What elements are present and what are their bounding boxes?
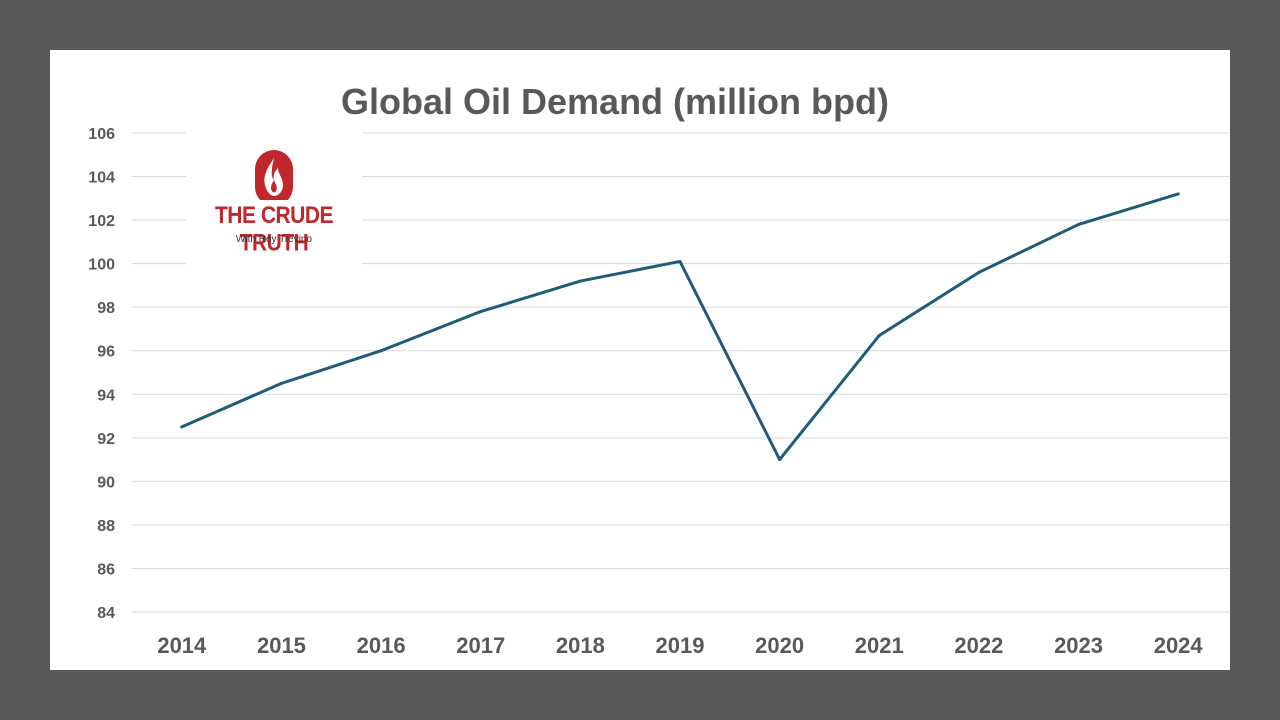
x-tick-label: 2024 [1154,633,1204,658]
y-tick-label: 94 [97,387,115,404]
data-point [877,333,881,337]
x-tick-label: 2022 [954,633,1003,658]
data-point [977,270,981,274]
x-tick-label: 2023 [1054,633,1103,658]
x-tick-label: 2017 [456,633,505,658]
y-tick-label: 104 [88,170,115,187]
data-point [279,381,283,385]
x-axis: 2014 2015 2016 2017 2018 2019 2020 2021 2022 2023… [157,633,1203,658]
crude-truth-logo: THE CRUDE TRUTH With Rey Trevino [186,130,362,266]
y-tick-label: 92 [97,431,115,448]
flame-icon [255,150,293,206]
data-point [578,279,582,283]
data-point [379,349,383,353]
data-point [1077,222,1081,226]
chart-panel: Global Oil Demand (million bpd) 84 86 88 90… [50,50,1230,670]
x-tick-label: 2015 [257,633,306,658]
data-point [1176,192,1180,196]
data-point [778,458,782,462]
y-tick-label: 100 [88,257,115,274]
series-layer [180,192,1180,462]
data-point [180,425,184,429]
y-tick-label: 90 [97,474,115,491]
logo-tagline: With Rey Trevino [235,234,313,245]
chart-title: Global Oil Demand (million bpd) [341,81,889,122]
x-tick-label: 2021 [855,633,904,658]
data-point [678,259,682,263]
x-tick-label: 2019 [656,633,705,658]
y-axis: 84 86 88 90 92 94 96 98 100 102 104 106 [88,126,115,622]
y-tick-label: 98 [97,300,115,317]
x-tick-label: 2016 [357,633,406,658]
data-point [479,310,483,314]
y-tick-label: 106 [88,126,115,143]
y-tick-label: 86 [97,561,115,578]
x-tick-label: 2020 [755,633,804,658]
y-tick-label: 96 [97,344,115,361]
y-tick-label: 84 [97,605,115,622]
logo-title: THE CRUDE TRUTH [214,202,334,257]
y-tick-label: 88 [97,518,115,535]
x-tick-label: 2018 [556,633,605,658]
y-tick-label: 102 [88,213,115,230]
x-tick-label: 2014 [157,633,207,658]
